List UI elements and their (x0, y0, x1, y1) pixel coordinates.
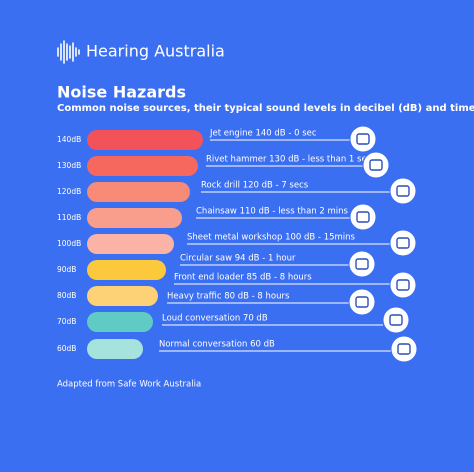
footer: Adapted from Safe Work Australia (57, 380, 201, 390)
subtitle: Common noise sources, their typical soun… (57, 103, 474, 114)
source-icon-glyph (355, 258, 369, 270)
source-icon-glyph (389, 314, 403, 326)
source-label: Loud conversation 70 dB (162, 314, 268, 324)
source-icon (389, 271, 417, 299)
level-bar (87, 234, 174, 254)
source-label: Front end loader 85 dB - 8 hours (174, 273, 312, 283)
source-label: Rivet hammer 130 dB - less than 1 sec (206, 155, 372, 165)
source-icon-glyph (396, 237, 410, 249)
source-icon-glyph (397, 343, 411, 355)
title: Noise Hazards (57, 83, 186, 102)
level-label: 130dB (57, 161, 81, 170)
source-icon (362, 151, 390, 179)
source-icon-glyph (396, 185, 410, 197)
level-label: 80dB (57, 291, 76, 300)
source-icon (390, 335, 418, 363)
level-label: 70dB (57, 317, 76, 326)
level-bar (87, 130, 203, 150)
source-icon-glyph (356, 211, 370, 223)
source-label: Jet engine 140 dB - 0 sec (209, 129, 317, 139)
level-bar (87, 260, 166, 280)
level-label: 110dB (57, 213, 81, 222)
logo-mark (57, 40, 80, 64)
source-label: Normal conversation 60 dB (159, 340, 275, 350)
level-bar (87, 339, 143, 359)
source-label: Heavy traffic 80 dB - 8 hours (167, 292, 290, 302)
brand: Hearing Australia (86, 42, 225, 61)
level-label: 120dB (57, 187, 81, 196)
source-icon-glyph (396, 279, 410, 291)
source-label: Rock drill 120 dB - 7 secs (201, 181, 309, 191)
level-bar (87, 182, 190, 202)
level-label: 140dB (57, 135, 81, 144)
source-label: Circular saw 94 dB - 1 hour (180, 254, 296, 264)
source-icon-glyph (355, 296, 369, 308)
level-label: 60dB (57, 344, 76, 353)
source-icon (389, 229, 417, 257)
source-label: Sheet metal workshop 100 dB - 15mins (187, 233, 356, 243)
source-icon (348, 250, 376, 278)
source-icon (382, 306, 410, 334)
level-bar (87, 286, 158, 306)
level-bar (87, 156, 198, 176)
level-bar (87, 312, 153, 332)
source-icon-glyph (356, 133, 370, 145)
source-icon (349, 203, 377, 231)
level-label: 90dB (57, 265, 76, 274)
source-label: Chainsaw 110 dB - less than 2 mins (196, 207, 349, 217)
level-bar (87, 208, 182, 228)
level-label: 100dB (57, 239, 81, 248)
source-icon (348, 288, 376, 316)
source-icon-glyph (369, 159, 383, 171)
source-icon (389, 177, 417, 205)
source-icon (349, 125, 377, 153)
